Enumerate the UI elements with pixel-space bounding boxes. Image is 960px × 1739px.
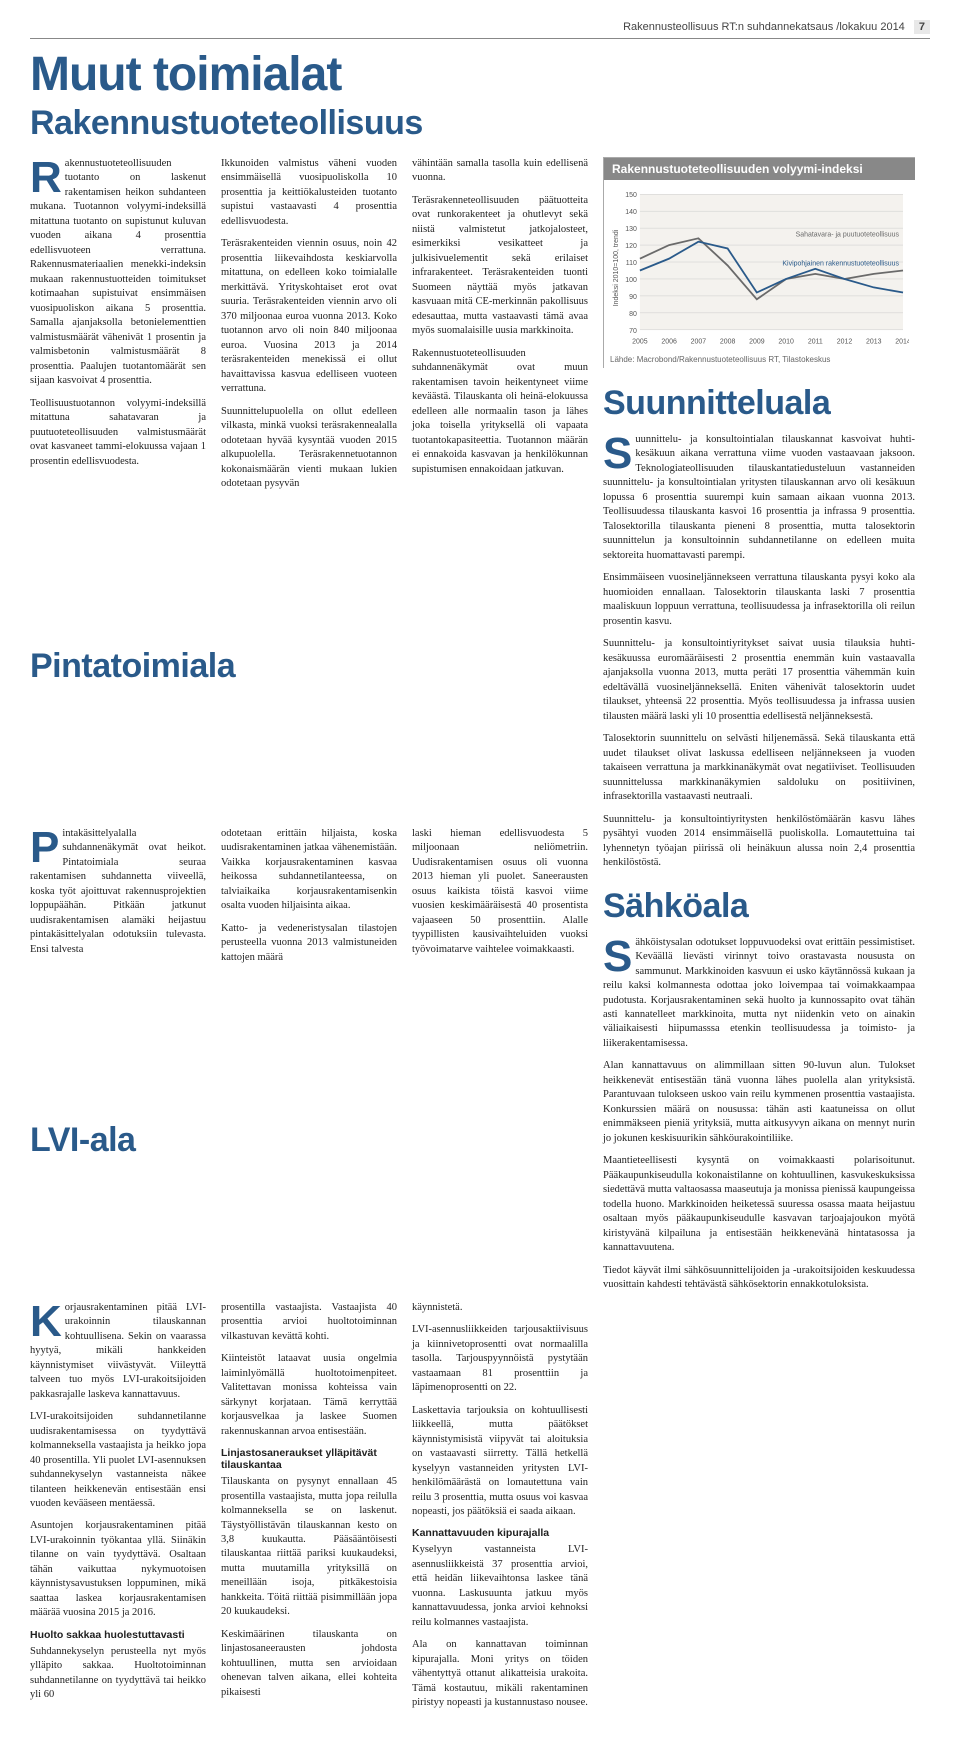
svg-text:2011: 2011 <box>808 339 823 346</box>
section-title-suunnittelu: Suunnitteluala <box>603 384 915 423</box>
lvi-sub-2: Linjastosaneraukset ylläpitävät tilauska… <box>221 1447 397 1471</box>
rtt-col-1: Rakennustuoteteollisuuden tuotanto on la… <box>30 157 206 631</box>
rtt-p1: Rakennustuoteteollisuuden tuotanto on la… <box>30 157 206 389</box>
rtt-c3p3: Rakennustuoteteollisuuden suhdannenäkymä… <box>412 347 588 477</box>
lvi-c1p3: Asuntojen korjausrakentaminen pitää LVI-… <box>30 1519 206 1620</box>
pinta-c2p1: odotetaan erittäin hiljaista, koska uudi… <box>221 827 397 914</box>
pinta-col-2: odotetaan erittäin hiljaista, koska uudi… <box>221 827 397 1105</box>
lvi-c3p1: käynnistetä. <box>412 1301 588 1315</box>
rtt-c2p1: Ikkunoiden valmistus väheni vuoden ensim… <box>221 157 397 229</box>
svg-text:100: 100 <box>625 277 637 284</box>
pinta-c2p2: Katto- ja vedeneristysalan tilastojen pe… <box>221 922 397 965</box>
svg-text:140: 140 <box>625 209 637 216</box>
pinta-heading-row: Pintatoimiala <box>30 631 588 827</box>
lvi-heading-row: LVI-ala <box>30 1105 588 1301</box>
lvi-c1p2: LVI-urakoitsijoiden suhdannetilanne uudi… <box>30 1410 206 1511</box>
page-header: Rakennusteollisuus RT:n suhdannekatsaus … <box>30 20 930 39</box>
rtt-p2: Teollisuustuotannon volyymi-indeksillä m… <box>30 397 206 469</box>
section-title-rtt: Rakennustuoteteollisuus <box>30 104 930 143</box>
svg-text:130: 130 <box>625 226 637 233</box>
svg-text:2006: 2006 <box>661 339 677 346</box>
chart-container: Rakennustuoteteollisuuden volyymi-indeks… <box>603 157 915 368</box>
rtt-c2p2: Teräsrakenteiden viennin osuus, noin 42 … <box>221 237 397 396</box>
suun-p5: Suunnittelu- ja konsultointiyritysten he… <box>603 813 915 871</box>
rtt-c3p1: vähintään samalla tasolla kuin edellisen… <box>412 157 588 186</box>
suun-p2: Ensimmäiseen vuosineljännekseen verrattu… <box>603 571 915 629</box>
rtt-col-3: vähintään samalla tasolla kuin edellisen… <box>412 157 588 631</box>
lvi-sub-3: Kannattavuuden kipurajalla <box>412 1527 588 1539</box>
rtt-col-2: Ikkunoiden valmistus väheni vuoden ensim… <box>221 157 397 631</box>
volume-index-chart: 70 80 90 100 110 120 130 140 150 2005 2006 2007 2008… <box>610 188 909 348</box>
svg-text:150: 150 <box>625 192 637 199</box>
lvi-c3p5: Ala on kannattavan toiminnan kipurajalla… <box>412 1638 588 1710</box>
lvi-col-1: Korjausrakentaminen pitää LVI-urakoinnin… <box>30 1301 206 1719</box>
lvi-col-3: käynnistetä. LVI-asennusliikkeiden tarjo… <box>412 1301 588 1719</box>
lvi-c1p1: Korjausrakentaminen pitää LVI-urakoinnin… <box>30 1301 206 1402</box>
pinta-c3p1: laski hieman edellisvuodesta 5 miljoonaa… <box>412 827 588 957</box>
svg-text:2013: 2013 <box>866 339 882 346</box>
suun-p3: Suunnittelu- ja konsultointiyritykset sa… <box>603 637 915 724</box>
svg-text:2009: 2009 <box>749 339 765 346</box>
pinta-col-1: Pintakäsittelyalalla suhdannenäkymät ova… <box>30 827 206 1105</box>
sahko-p3: Maantieteellisesti kysyntä on voimakkaas… <box>603 1154 915 1255</box>
sahko-p1: Sähköistysalan odotukset loppuvuodeksi o… <box>603 936 915 1052</box>
svg-text:Sahatavara- ja puutuoteteollis: Sahatavara- ja puutuoteteollisuus <box>796 232 900 239</box>
svg-text:2007: 2007 <box>691 339 707 346</box>
svg-text:90: 90 <box>629 294 637 301</box>
section-title-pinta: Pintatoimiala <box>30 647 588 686</box>
page-number: 7 <box>914 20 930 34</box>
lvi-c2p2: Kiinteistöt lataavat uusia ongelmia laim… <box>221 1352 397 1439</box>
suun-p1: Suunnittelu- ja konsultointialan tilausk… <box>603 433 915 563</box>
svg-text:2012: 2012 <box>837 339 853 346</box>
svg-text:2014: 2014 <box>895 339 909 346</box>
chart-source: Lähde: Macrobond/Rakennustuoteteollisuus… <box>610 355 909 364</box>
lvi-c3p3: Laskettavia tarjouksia on kohtuullisesti… <box>412 1404 588 1520</box>
lvi-c1p4: Suhdannekyselyn perusteella nyt myös yll… <box>30 1645 206 1703</box>
svg-text:2005: 2005 <box>632 339 648 346</box>
svg-text:110: 110 <box>626 260 637 267</box>
lvi-c2p3: Tilauskanta on pysynyt ennallaan 45 pros… <box>221 1475 397 1620</box>
suunnittelu-body: Suunnittelu- ja konsultointialan tilausk… <box>603 433 915 871</box>
sahko-body: Sähköistysalan odotukset loppuvuodeksi o… <box>603 936 915 1293</box>
pinta-col-3: laski hieman edellisvuodesta 5 miljoonaa… <box>412 827 588 1105</box>
section-title-sahko: Sähköala <box>603 887 915 926</box>
rtt-c2p3: Suunnittelupuolella on ollut edelleen vi… <box>221 405 397 492</box>
suun-p4: Talosektorin suunnittelu on selvästi hil… <box>603 732 915 804</box>
svg-text:80: 80 <box>629 311 637 318</box>
section-title-lvi: LVI-ala <box>30 1121 588 1160</box>
rtt-c3p2: Teräsrakenneteollisuuden päätuotteita ov… <box>412 194 588 339</box>
header-text: Rakennusteollisuus RT:n suhdannekatsaus … <box>623 21 905 33</box>
lvi-c3p2: LVI-asennusliikkeiden tarjousaktiivisuus… <box>412 1323 588 1395</box>
main-title: Muut toimialat <box>30 47 930 102</box>
svg-text:2010: 2010 <box>778 339 794 346</box>
right-column: Rakennustuoteteollisuuden volyymi-indeks… <box>603 157 915 1301</box>
lvi-sub-1: Huolto sakkaa huolestuttavasti <box>30 1629 206 1641</box>
chart-title: Rakennustuoteteollisuuden volyymi-indeks… <box>604 158 915 180</box>
sahko-p2: Alan kannattavuus on alimmillaan sitten … <box>603 1059 915 1146</box>
svg-text:Indeksi 2010=100, trendi: Indeksi 2010=100, trendi <box>613 229 620 306</box>
svg-text:2008: 2008 <box>720 339 736 346</box>
lvi-c2p4: Keskimäärinen tilauskanta on linjastosan… <box>221 1628 397 1700</box>
lvi-c2p1: prosentilla vastaajista. Vastaajista 40 … <box>221 1301 397 1344</box>
sahko-p4: Tiedot käyvät ilmi sähkösuunnittelijoide… <box>603 1264 915 1293</box>
lvi-c3p4: Kyselyyn vastanneista LVI-asennusliikkei… <box>412 1543 588 1630</box>
pinta-c1p1: Pintakäsittelyalalla suhdannenäkymät ova… <box>30 827 206 957</box>
svg-text:120: 120 <box>625 243 637 250</box>
svg-text:Kivipohjainen rakennustuoteteo: Kivipohjainen rakennustuoteteollisuus <box>782 260 899 267</box>
lvi-col-2: prosentilla vastaajista. Vastaajista 40 … <box>221 1301 397 1719</box>
svg-text:70: 70 <box>629 328 637 335</box>
